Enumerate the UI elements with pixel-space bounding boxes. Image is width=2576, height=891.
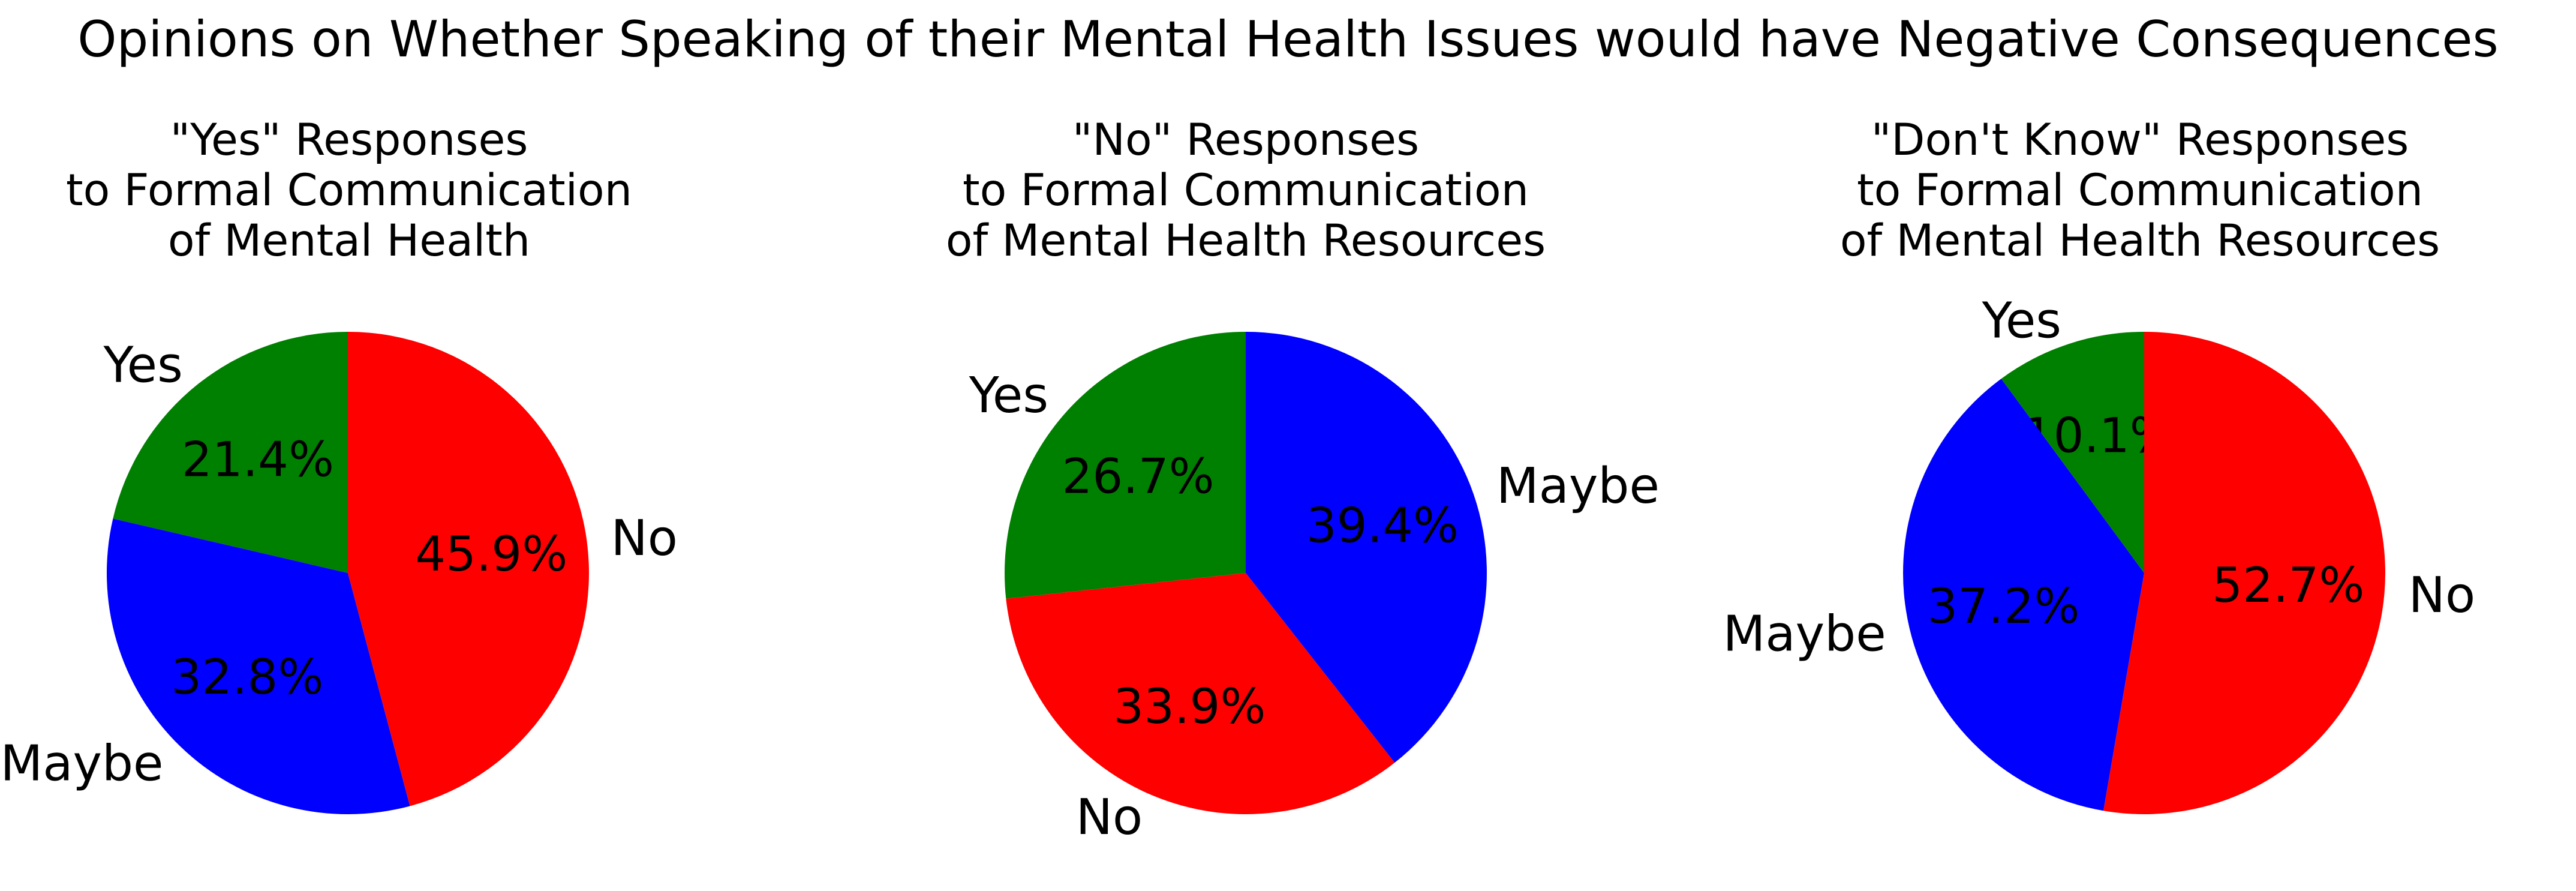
pie-1-label-yes: Yes xyxy=(103,337,182,394)
pie-2-pct-no: 33.9% xyxy=(1113,679,1266,734)
pie-2-label-yes: Yes xyxy=(969,367,1048,424)
pie-2-label-no: No xyxy=(1076,789,1143,846)
pie-3-title: "Don't Know" Responses to Formal Communi… xyxy=(1780,115,2500,266)
pie-2-label-maybe: Maybe xyxy=(1496,458,1660,515)
pie-3-label-yes: Yes xyxy=(1982,292,2061,349)
pie-1-title-line-1: "Yes" Responses xyxy=(170,115,528,166)
pie-1-pct-no: 45.9% xyxy=(415,526,567,582)
pie-2-pct-yes: 26.7% xyxy=(1062,448,1215,504)
pie-3-slice-no xyxy=(2103,332,2386,814)
pie-1-label-maybe: Maybe xyxy=(0,735,163,792)
pie-3-pct-maybe: 37.2% xyxy=(1927,578,2079,634)
pie-1-pct-yes: 21.4% xyxy=(182,432,334,488)
pie-1-label-no: No xyxy=(611,510,678,567)
pie-1-title-line-2: to Formal Communication xyxy=(66,165,632,216)
pie-2-slice-no xyxy=(1006,573,1395,814)
pie-3-label-no: No xyxy=(2409,567,2476,624)
figure-title: Opinions on Whether Speaking of their Me… xyxy=(77,10,2499,68)
pie-1-slice-no xyxy=(348,332,589,806)
pie-2-title-line-2: to Formal Communication xyxy=(963,165,1529,216)
pie-1-title-line-3: of Mental Health xyxy=(167,215,531,266)
pie-2-title-line-3: of Mental Health Resources xyxy=(945,215,1546,266)
pie-1-slice-maybe xyxy=(107,518,410,814)
pie-2-title-line-1: "No" Responses xyxy=(1072,115,1420,166)
pie-3-title-line-2: to Formal Communication xyxy=(1857,165,2423,216)
pie-1-pct-maybe: 32.8% xyxy=(171,649,323,705)
pie-1-title: "Yes" Responses to Formal Communication … xyxy=(0,115,709,266)
pie-3-title-line-3: of Mental Health Resources xyxy=(1839,215,2440,266)
pie-2-slice-maybe xyxy=(1246,332,1487,763)
pie-3-label-maybe: Maybe xyxy=(1723,605,1886,662)
pie-2-title: "No" Responses to Formal Communication o… xyxy=(886,115,1606,266)
pie-1-slice-yes xyxy=(113,332,348,573)
pie-2-slice-yes xyxy=(1005,332,1246,599)
pie-2-pct-maybe: 39.4% xyxy=(1306,498,1459,554)
pie-3-slice-yes xyxy=(2001,332,2144,573)
pie-3-slice-maybe xyxy=(1903,379,2144,811)
pie-3-title-line-1: "Don't Know" Responses xyxy=(1871,115,2409,166)
pie-3-pct-no: 52.7% xyxy=(2212,557,2364,613)
